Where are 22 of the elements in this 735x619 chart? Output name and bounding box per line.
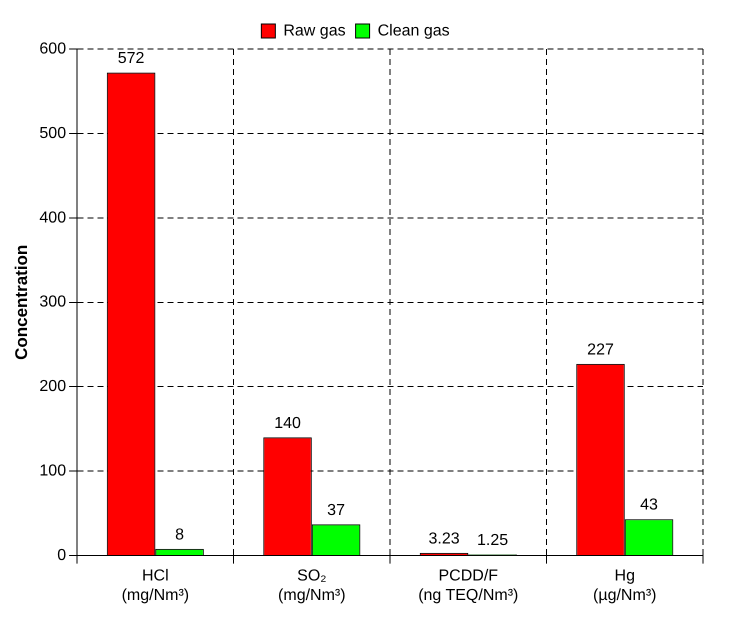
x-tick-label: Hg (µg/Nm³) bbox=[593, 568, 656, 604]
x-tick-label: HCl (mg/Nm³) bbox=[122, 568, 190, 604]
y-axis-title: Concentration bbox=[12, 244, 31, 360]
x-tick-label: PCDD/F (ng TEQ/Nm³) bbox=[418, 568, 518, 604]
data-label: 3.23 bbox=[428, 530, 460, 548]
data-label: 1.25 bbox=[476, 532, 508, 549]
y-tick-label: 100 bbox=[39, 462, 66, 480]
y-tick-label: 500 bbox=[39, 124, 66, 142]
y-tick-label: 0 bbox=[57, 547, 66, 564]
data-label: 227 bbox=[587, 341, 614, 358]
data-label: 8 bbox=[175, 526, 184, 544]
x-tick-label: SO₂ (mg/Nm³) bbox=[278, 568, 346, 604]
data-label: 140 bbox=[274, 414, 301, 432]
legend-label: Raw gas bbox=[283, 22, 346, 40]
y-tick-label: 200 bbox=[39, 378, 66, 396]
data-label: 572 bbox=[118, 50, 145, 68]
data-label: 43 bbox=[640, 496, 658, 514]
y-tick-label: 400 bbox=[39, 209, 66, 226]
y-tick-label: 300 bbox=[39, 294, 66, 311]
data-label: 37 bbox=[327, 502, 346, 519]
legend-label: Clean gas bbox=[378, 22, 450, 40]
y-tick-label: 600 bbox=[39, 40, 66, 58]
